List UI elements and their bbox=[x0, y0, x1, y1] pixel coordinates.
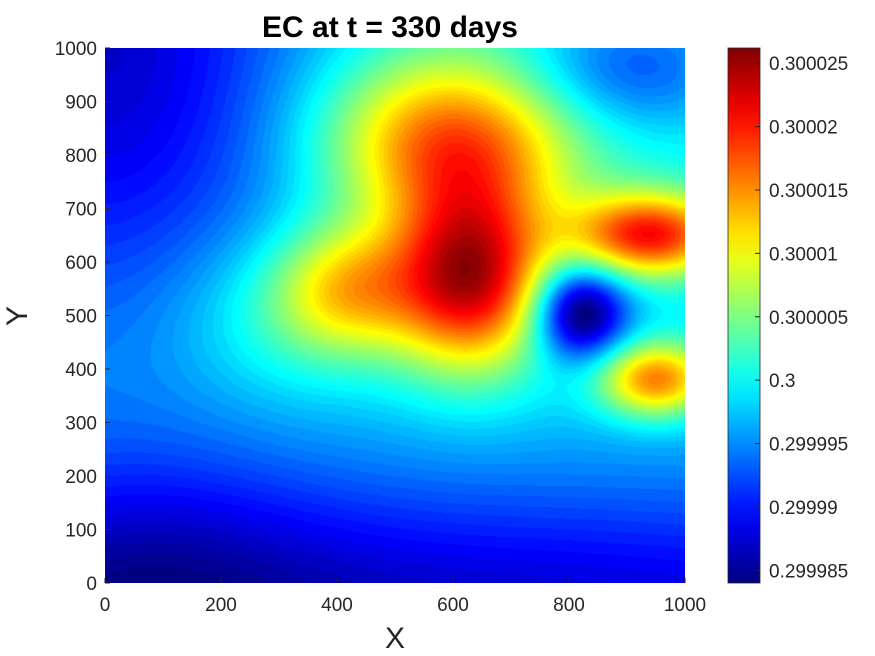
chart-title: EC at t = 330 days bbox=[262, 11, 518, 44]
x-tick-label: 1000 bbox=[664, 595, 706, 616]
colorbar-ticks: 0.299985 0.29999 0.299995 0.3 0.300005 0.3000… bbox=[755, 54, 848, 582]
x-axis-label: X bbox=[385, 622, 405, 655]
colorbar-tick-label: 0.30002 bbox=[769, 118, 838, 139]
y-tick-label: 400 bbox=[65, 360, 97, 381]
y-tick-label: 900 bbox=[65, 93, 97, 114]
x-tick-label: 0 bbox=[100, 595, 111, 616]
y-tick-label: 0 bbox=[86, 574, 97, 595]
x-tick-label: 800 bbox=[553, 595, 585, 616]
colorbar-tick-label: 0.300005 bbox=[769, 308, 848, 329]
colorbar-tick-label: 0.299995 bbox=[769, 435, 848, 456]
colorbar-tick-label: 0.30001 bbox=[769, 244, 838, 265]
colorbar-tick-label: 0.299985 bbox=[769, 561, 848, 582]
y-tick-label: 100 bbox=[65, 521, 97, 542]
y-tick-label: 200 bbox=[65, 467, 97, 488]
y-tick-label: 700 bbox=[65, 200, 97, 221]
y-tick-label: 600 bbox=[65, 253, 97, 274]
heatmap-surface bbox=[105, 48, 685, 583]
colorbar-tick-label: 0.300015 bbox=[769, 181, 848, 202]
x-tick-label: 400 bbox=[321, 595, 353, 616]
y-tick-label: 300 bbox=[65, 414, 97, 435]
y-axis-label: Y bbox=[1, 306, 34, 326]
y-tick-label: 800 bbox=[65, 146, 97, 167]
y-axis-ticks: 0 100 200 300 400 500 600 700 800 900 1000 bbox=[55, 39, 110, 595]
plot-area bbox=[105, 48, 685, 583]
colorbar-ramp bbox=[727, 47, 761, 584]
colorbar-tick-label: 0.29999 bbox=[769, 498, 838, 519]
x-axis-ticks: 0 200 400 600 800 1000 bbox=[100, 578, 706, 616]
colorbar-tick-label: 0.300025 bbox=[769, 54, 848, 75]
x-tick-label: 200 bbox=[205, 595, 237, 616]
x-tick-label: 600 bbox=[437, 595, 469, 616]
y-tick-label: 1000 bbox=[55, 39, 97, 60]
colorbar-tick-label: 0.3 bbox=[769, 371, 795, 392]
y-tick-label: 500 bbox=[65, 307, 97, 328]
colorbar: 0.299985 0.29999 0.299995 0.3 0.300005 0.3000… bbox=[727, 47, 848, 584]
